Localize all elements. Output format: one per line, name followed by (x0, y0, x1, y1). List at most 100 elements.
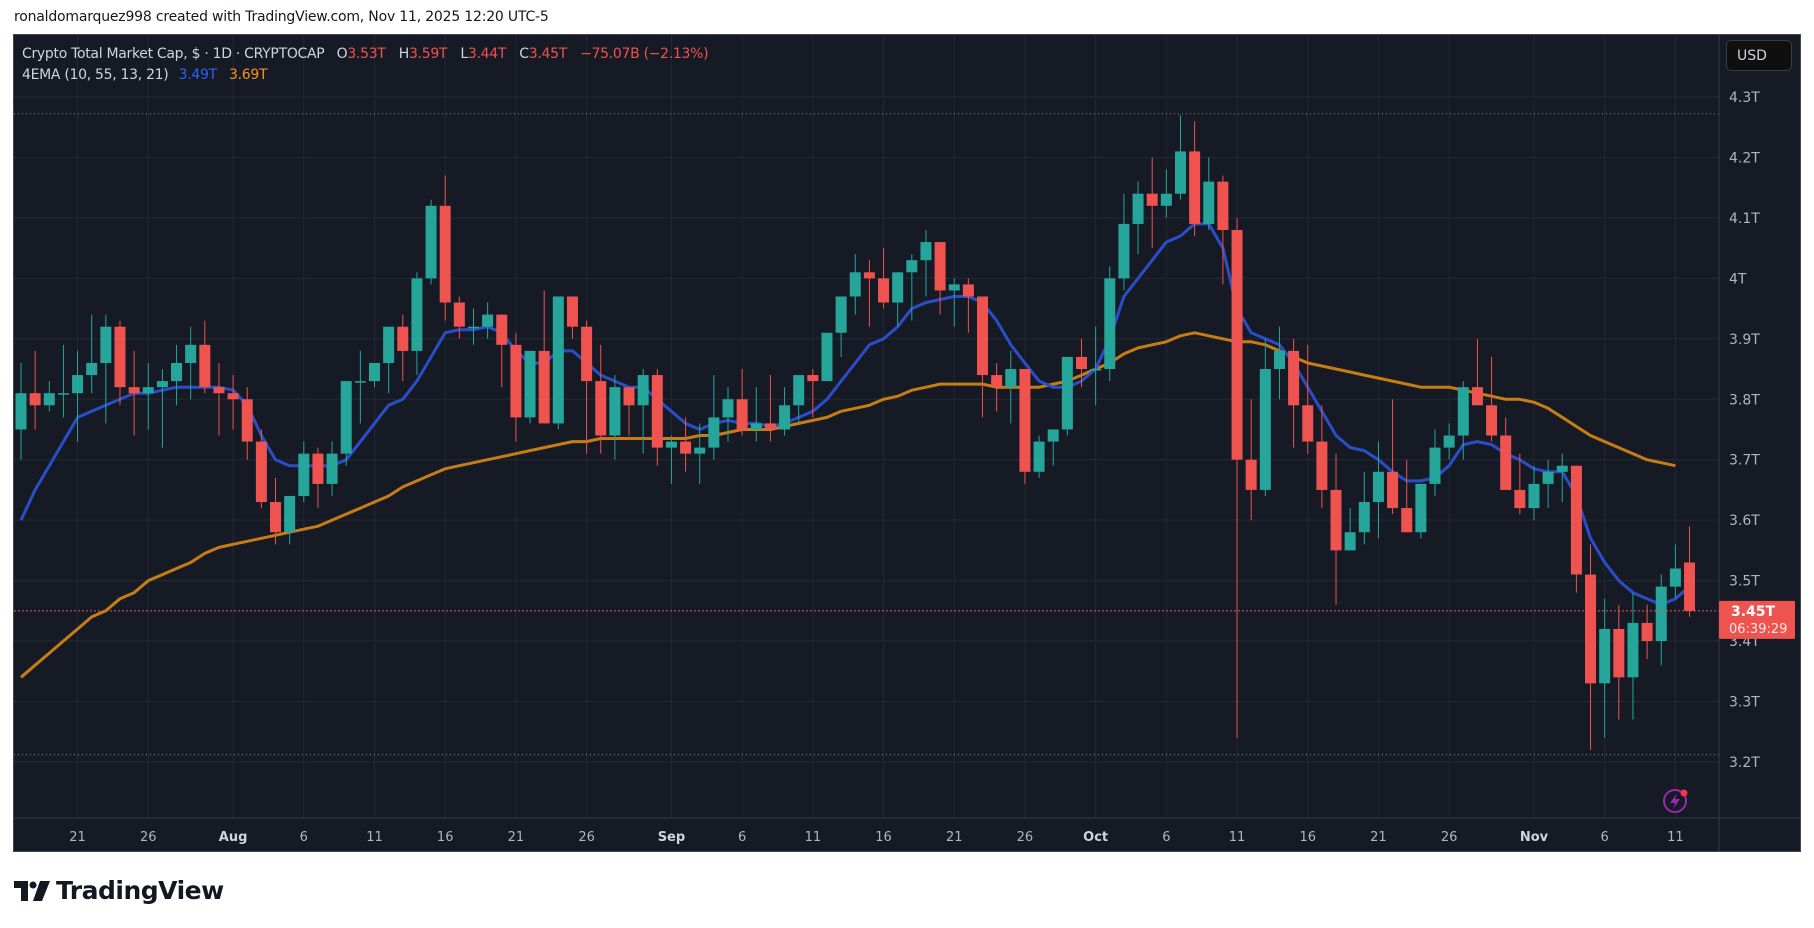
indicator-title[interactable]: 4EMA (10, 55, 13, 21) (22, 67, 169, 83)
ema-slow-value: 3.69T (229, 67, 268, 83)
candle (15, 393, 27, 430)
candle (1189, 151, 1201, 224)
time-axis-label[interactable]: 11 (366, 830, 383, 845)
candle (397, 326, 409, 351)
price-axis-label[interactable]: 4T (1729, 271, 1747, 287)
time-axis-label[interactable]: 26 (1441, 830, 1458, 845)
candle (100, 326, 112, 363)
candle (1217, 181, 1229, 230)
time-axis-label[interactable]: 26 (140, 830, 157, 845)
candle (750, 423, 762, 430)
current-price-badge (1719, 600, 1795, 639)
candle (793, 375, 805, 406)
candle (1076, 356, 1087, 370)
time-axis-label[interactable]: 21 (508, 830, 525, 845)
time-axis-label[interactable]: 11 (1667, 830, 1684, 845)
candle (1570, 465, 1582, 575)
candle (1500, 435, 1512, 490)
lightning-icon[interactable] (1663, 789, 1688, 813)
candle (1330, 489, 1342, 551)
price-axis-label[interactable]: 3.9T (1729, 332, 1760, 348)
time-axis-label[interactable]: 26 (1017, 830, 1034, 845)
candle (1316, 441, 1328, 490)
candle (1259, 369, 1271, 490)
candle (934, 242, 946, 291)
candle (906, 260, 918, 273)
candle (1627, 622, 1639, 678)
candle (1005, 369, 1017, 388)
price-axis-label[interactable]: 3.3T (1729, 695, 1760, 711)
price-axis-label[interactable]: 4.2T (1729, 150, 1760, 166)
price-axis-label[interactable]: 3.7T (1729, 453, 1760, 469)
candle (270, 502, 282, 533)
candle (722, 399, 734, 418)
candle (1047, 429, 1059, 442)
price-axis-label[interactable]: 4.1T (1729, 211, 1760, 227)
price-axis-label[interactable]: 3.5T (1729, 574, 1760, 590)
legend-indicator-row[interactable]: 4EMA (10, 55, 13, 21) 3.49T 3.69T (22, 65, 708, 86)
time-axis-label[interactable]: Sep (658, 830, 686, 845)
candle (863, 272, 875, 279)
time-axis-label[interactable]: 6 (1601, 830, 1609, 845)
time-axis-label[interactable]: 21 (946, 830, 963, 845)
time-axis-label[interactable]: 21 (69, 830, 86, 845)
candle (1358, 502, 1370, 533)
time-axis-label[interactable]: 16 (875, 830, 892, 845)
candle (708, 417, 720, 448)
price-axis-label[interactable]: 3.2T (1729, 755, 1760, 771)
candle (920, 242, 932, 261)
candle (1585, 574, 1597, 684)
time-axis-label[interactable]: Aug (219, 830, 248, 845)
candle (114, 326, 126, 388)
symbol-title[interactable]: Crypto Total Market Cap, $ · 1D · CRYPTO… (22, 46, 325, 62)
time-axis-label[interactable]: 6 (1162, 830, 1170, 845)
time-axis-label[interactable]: 26 (578, 830, 595, 845)
ema-fast-value: 3.49T (178, 67, 218, 83)
time-axis-label[interactable]: 6 (738, 830, 746, 845)
candle (1443, 435, 1455, 448)
time-axis-label[interactable]: 16 (437, 830, 454, 845)
candle (510, 344, 522, 418)
time-axis-label[interactable]: 11 (805, 830, 822, 845)
time-axis-label[interactable]: Nov (1520, 830, 1549, 845)
low-value: 3.44T (467, 46, 507, 62)
time-axis-label[interactable]: Oct (1083, 830, 1108, 845)
candle (1542, 471, 1554, 484)
candle (1344, 532, 1356, 551)
time-axis-label[interactable]: 21 (1370, 830, 1387, 845)
candle (1528, 483, 1540, 509)
candle (453, 302, 465, 327)
candle (29, 393, 41, 406)
tradingview-logo[interactable]: TradingView (14, 876, 224, 905)
candle (524, 350, 536, 418)
candle (185, 344, 197, 363)
candle (467, 326, 479, 329)
candle (142, 387, 154, 394)
candle (312, 453, 324, 484)
legend-symbol-row[interactable]: Crypto Total Market Cap, $ · 1D · CRYPTO… (22, 46, 709, 62)
price-axis-label[interactable]: 4.3T (1729, 90, 1760, 106)
open-value: 3.53T (347, 46, 386, 62)
price-axis-label[interactable]: 3.6T (1729, 513, 1760, 529)
price-axis-label[interactable]: 3.8T (1729, 392, 1760, 408)
candle (878, 278, 890, 303)
time-axis-label[interactable]: 16 (1299, 830, 1316, 845)
candle (57, 393, 69, 395)
candle (1104, 278, 1116, 370)
candle (977, 296, 989, 376)
candle (1118, 223, 1130, 279)
candle (1429, 447, 1441, 484)
currency-button[interactable]: USD (1726, 40, 1792, 71)
high-value: 3.59T (408, 46, 448, 62)
candle (694, 447, 706, 454)
candle (609, 387, 621, 436)
candle (340, 381, 352, 454)
candle (1090, 369, 1102, 371)
candle (892, 272, 904, 303)
time-axis-label[interactable]: 6 (300, 830, 308, 845)
time-axis-label[interactable]: 11 (1229, 830, 1246, 845)
close-value: 3.45T (528, 46, 568, 62)
candle (1288, 350, 1300, 406)
candle (736, 399, 748, 430)
